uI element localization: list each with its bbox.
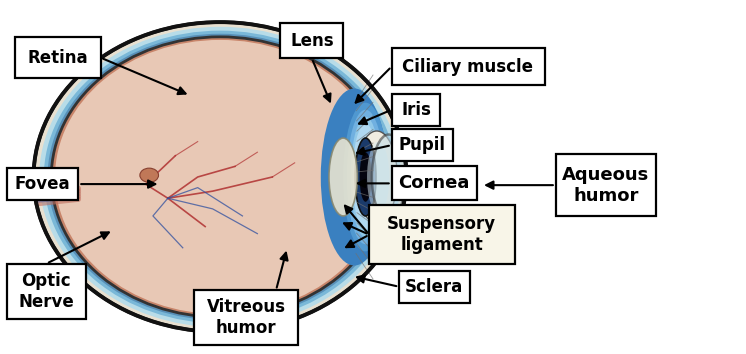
Text: Fovea: Fovea [15, 175, 70, 193]
Ellipse shape [343, 103, 388, 251]
Text: Pupil: Pupil [398, 136, 446, 154]
FancyBboxPatch shape [392, 48, 545, 85]
Ellipse shape [39, 27, 401, 327]
FancyBboxPatch shape [280, 23, 343, 58]
FancyBboxPatch shape [194, 290, 298, 345]
FancyBboxPatch shape [7, 264, 86, 319]
FancyBboxPatch shape [392, 94, 440, 126]
Text: Iris: Iris [401, 101, 431, 119]
Ellipse shape [360, 152, 372, 202]
FancyBboxPatch shape [7, 168, 78, 200]
Ellipse shape [51, 37, 389, 317]
Text: Cornea: Cornea [398, 175, 470, 192]
Ellipse shape [48, 34, 392, 320]
Ellipse shape [353, 124, 379, 230]
Text: Suspensory
ligament: Suspensory ligament [387, 215, 496, 254]
Ellipse shape [329, 138, 357, 216]
FancyBboxPatch shape [399, 271, 470, 303]
Text: Retina: Retina [27, 49, 88, 67]
FancyBboxPatch shape [369, 205, 515, 264]
Ellipse shape [357, 131, 397, 223]
Ellipse shape [55, 40, 385, 314]
Ellipse shape [351, 117, 380, 237]
Ellipse shape [372, 135, 406, 219]
Text: Optic
Nerve: Optic Nerve [19, 272, 74, 311]
Text: Vitreous
humor: Vitreous humor [207, 298, 286, 337]
Ellipse shape [355, 138, 376, 216]
Text: Ciliary muscle: Ciliary muscle [402, 58, 533, 75]
FancyBboxPatch shape [556, 154, 656, 216]
FancyBboxPatch shape [392, 129, 453, 161]
Text: Sclera: Sclera [405, 278, 463, 296]
FancyBboxPatch shape [15, 37, 101, 78]
Text: Aqueous
humor: Aqueous humor [562, 166, 649, 205]
Ellipse shape [347, 110, 384, 244]
Ellipse shape [367, 142, 389, 212]
Ellipse shape [140, 168, 158, 182]
Ellipse shape [321, 88, 388, 266]
Ellipse shape [44, 31, 396, 323]
Text: Lens: Lens [290, 32, 333, 50]
Ellipse shape [34, 22, 407, 332]
FancyBboxPatch shape [392, 166, 477, 200]
